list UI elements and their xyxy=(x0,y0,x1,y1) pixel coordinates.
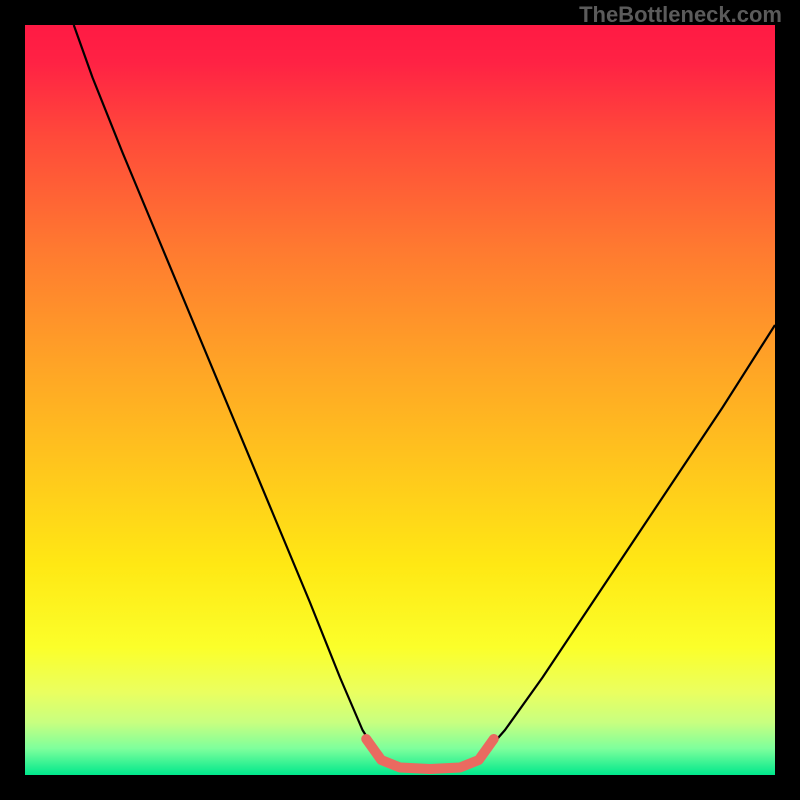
watermark-text: TheBottleneck.com xyxy=(579,2,782,28)
plot-background xyxy=(25,25,775,775)
chart-frame: TheBottleneck.com xyxy=(0,0,800,800)
bottleneck-chart xyxy=(0,0,800,800)
